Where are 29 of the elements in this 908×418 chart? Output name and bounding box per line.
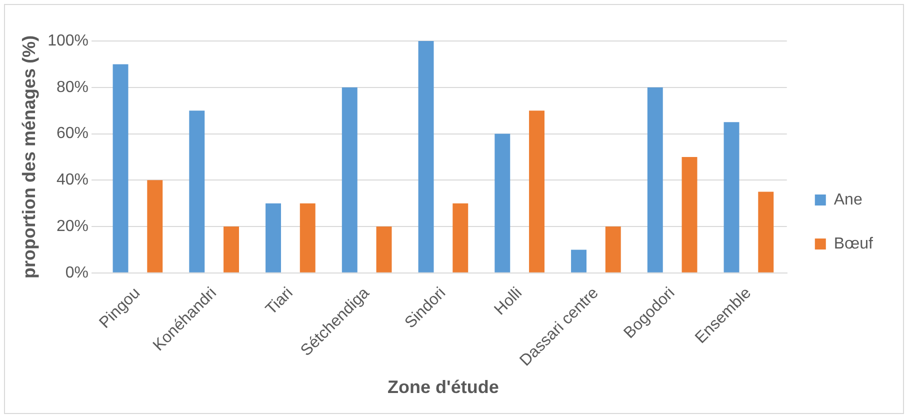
bar (189, 110, 205, 272)
y-tick-label: 100% (48, 32, 89, 50)
bar (571, 250, 586, 272)
bar (300, 203, 316, 272)
bar (452, 203, 468, 272)
bar (112, 64, 128, 272)
legend-label: Bœuf (834, 235, 874, 252)
bar (266, 203, 282, 272)
x-axis-title: Zone d'étude (388, 377, 499, 398)
x-tick-label: Tiari (262, 284, 296, 318)
y-tick-label: 40% (56, 172, 89, 189)
y-axis-title: proportion des ménages (%) (18, 35, 39, 278)
bar (418, 41, 434, 272)
y-tick-label: 60% (56, 125, 89, 142)
bar (224, 226, 239, 272)
bar (758, 192, 774, 272)
bar (529, 110, 544, 272)
y-tick-label: 80% (56, 78, 89, 96)
bar (342, 87, 358, 272)
bar (647, 87, 663, 272)
legend-label: Ane (834, 191, 862, 208)
y-tick-label: 20% (56, 218, 89, 235)
bar (376, 226, 392, 272)
bar (494, 134, 510, 272)
y-tick-label: 0% (65, 264, 89, 282)
bar (682, 156, 698, 272)
bar (724, 122, 740, 272)
bar (147, 180, 163, 272)
bar (605, 226, 621, 272)
